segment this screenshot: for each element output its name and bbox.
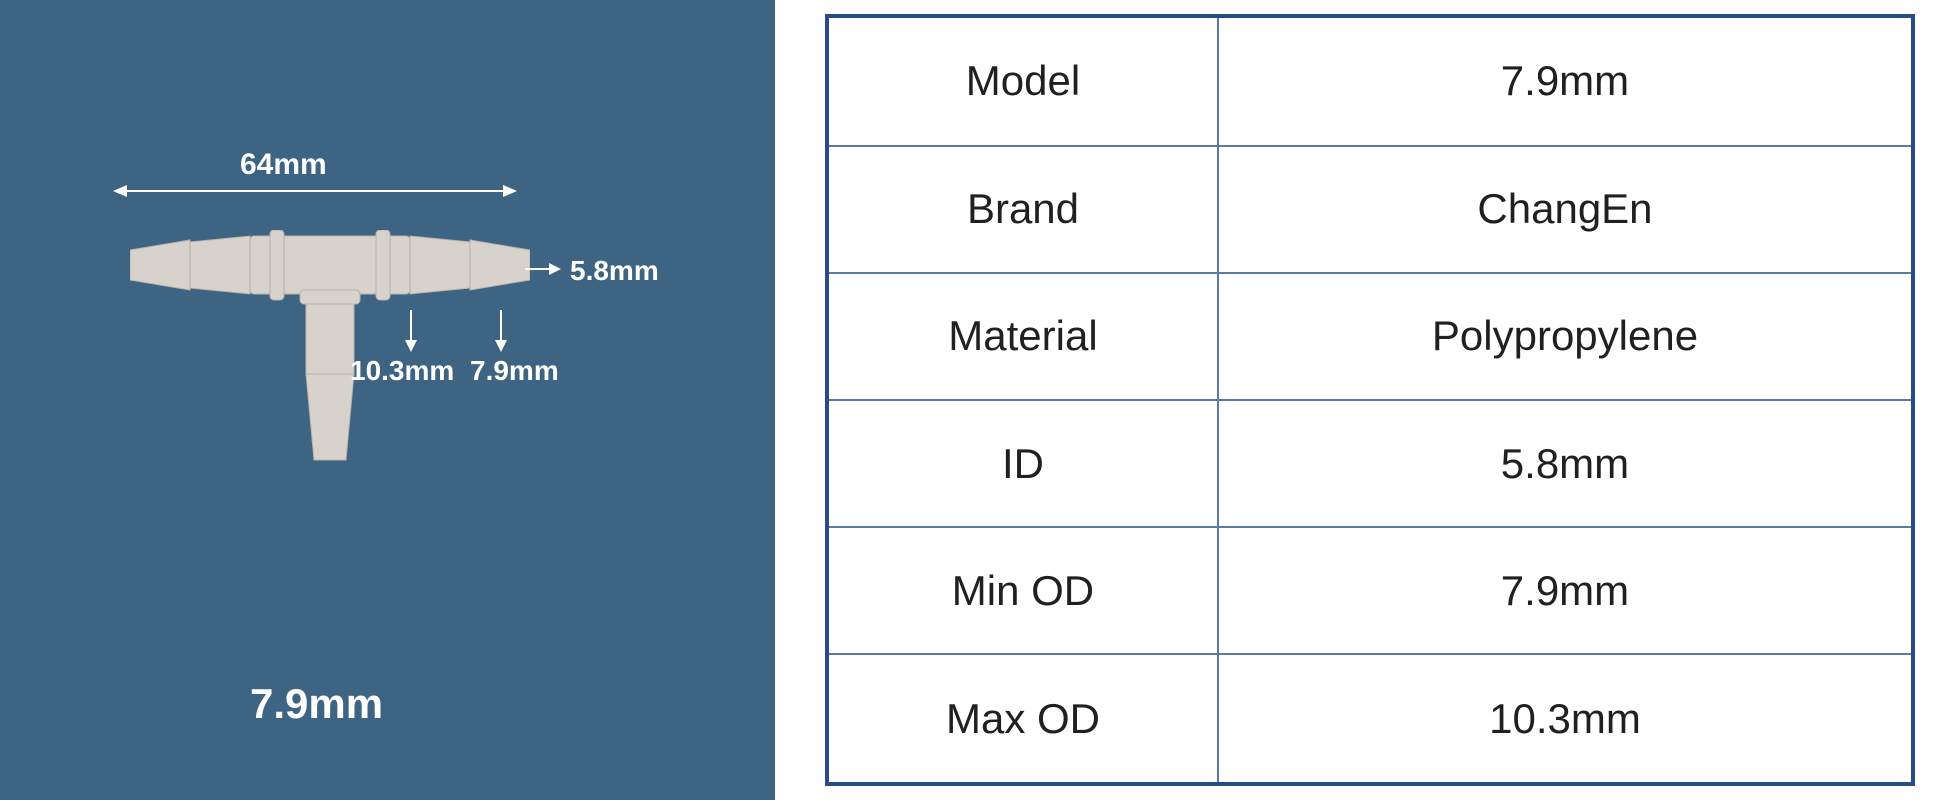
spec-label: Min OD [827,527,1218,654]
min-od-dimension-arrow [500,310,502,350]
length-dimension-label: 64mm [240,148,327,182]
table-row: Max OD 10.3mm [827,654,1913,784]
table-row: Brand ChangEn [827,146,1913,273]
diagram-title: 7.9mm [250,680,383,728]
spec-label: Material [827,273,1218,400]
min-od-dimension-label: 7.9mm [470,355,559,387]
table-row: Material Polypropylene [827,273,1913,400]
spec-value: 7.9mm [1218,527,1913,654]
spec-label: Max OD [827,654,1218,784]
spec-value: 10.3mm [1218,654,1913,784]
spec-panel: Model 7.9mm Brand ChangEn Material Polyp… [775,0,1945,800]
table-row: ID 5.8mm [827,400,1913,527]
id-dimension-label: 5.8mm [570,255,659,287]
spec-label: Model [827,16,1218,146]
spec-table: Model 7.9mm Brand ChangEn Material Polyp… [825,14,1915,786]
spec-table-body: Model 7.9mm Brand ChangEn Material Polyp… [827,16,1913,784]
spec-value: 5.8mm [1218,400,1913,527]
spec-value: ChangEn [1218,146,1913,273]
spec-value: Polypropylene [1218,273,1913,400]
id-dimension-arrow [525,268,559,270]
spec-label: ID [827,400,1218,527]
diagram-panel: 64mm 5.8mm 10.3mm 7.9mm 7.9mm [0,0,775,800]
max-od-dimension-arrow [410,310,412,350]
max-od-dimension-label: 10.3mm [350,355,454,387]
table-row: Model 7.9mm [827,16,1913,146]
spec-label: Brand [827,146,1218,273]
spec-value: 7.9mm [1218,16,1913,146]
table-row: Min OD 7.9mm [827,527,1913,654]
length-dimension-arrow [115,190,515,192]
